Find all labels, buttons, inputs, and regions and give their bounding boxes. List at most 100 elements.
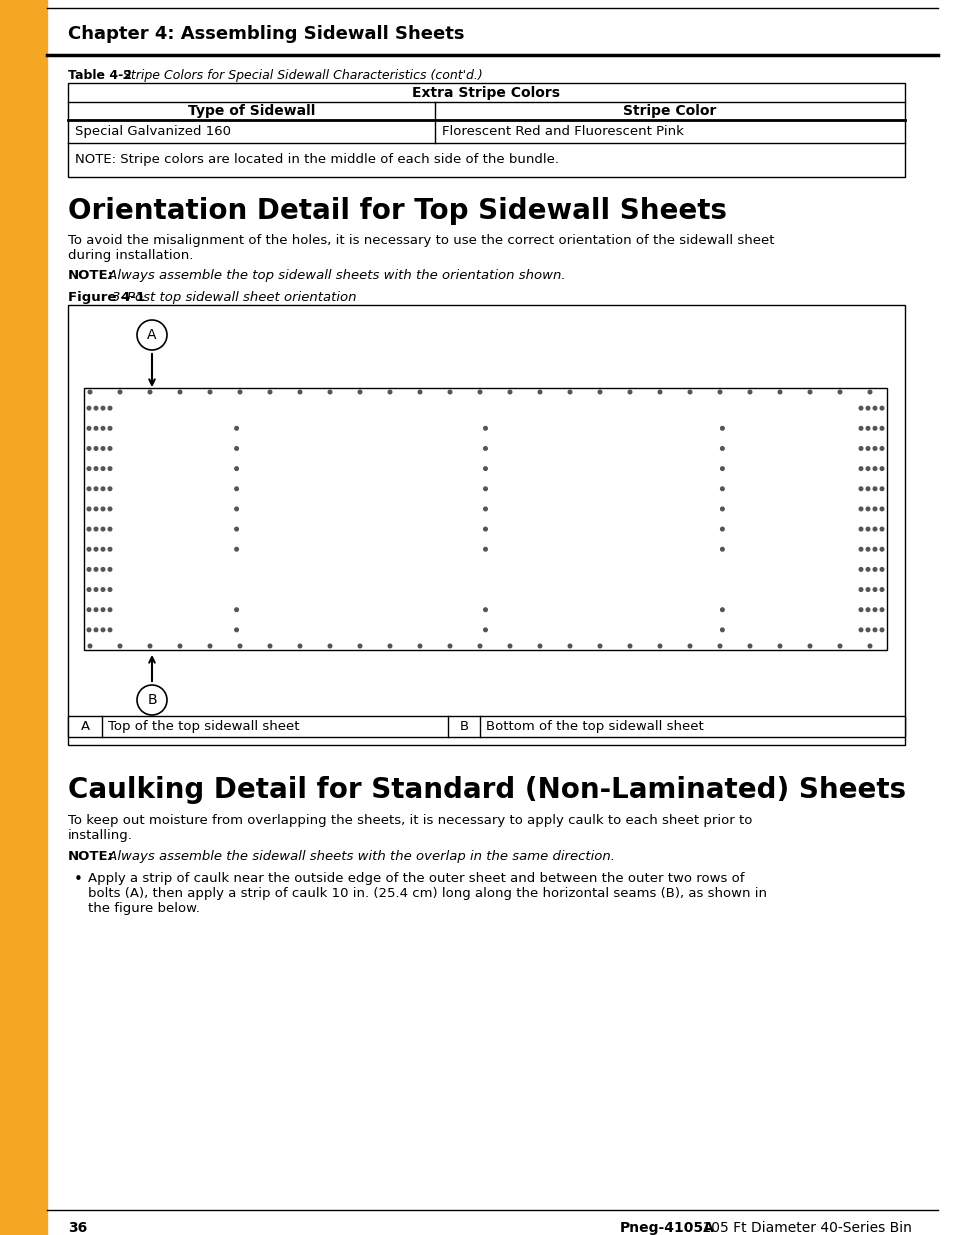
Circle shape — [88, 390, 91, 394]
Circle shape — [234, 608, 238, 611]
Circle shape — [477, 645, 481, 648]
Circle shape — [859, 568, 862, 571]
Circle shape — [94, 629, 98, 631]
Circle shape — [108, 527, 112, 531]
Circle shape — [865, 467, 869, 471]
Circle shape — [101, 447, 105, 451]
Circle shape — [483, 508, 487, 511]
Circle shape — [94, 588, 98, 592]
Circle shape — [238, 390, 241, 394]
Circle shape — [94, 608, 98, 611]
Circle shape — [234, 527, 238, 531]
Circle shape — [87, 527, 91, 531]
Circle shape — [859, 487, 862, 490]
Circle shape — [101, 568, 105, 571]
Circle shape — [108, 547, 112, 551]
Circle shape — [208, 645, 212, 648]
Circle shape — [357, 645, 361, 648]
Circle shape — [94, 508, 98, 511]
Circle shape — [148, 390, 152, 394]
Text: installing.: installing. — [68, 829, 132, 842]
Text: 105 Ft Diameter 40-Series Bin: 105 Ft Diameter 40-Series Bin — [698, 1221, 911, 1235]
Circle shape — [865, 426, 869, 430]
Circle shape — [87, 547, 91, 551]
Circle shape — [880, 588, 882, 592]
Circle shape — [720, 467, 723, 471]
Circle shape — [483, 547, 487, 551]
Circle shape — [108, 588, 112, 592]
Circle shape — [108, 447, 112, 451]
Text: 3–Post top sidewall sheet orientation: 3–Post top sidewall sheet orientation — [112, 291, 356, 304]
Circle shape — [108, 467, 112, 471]
Circle shape — [859, 467, 862, 471]
Circle shape — [872, 467, 876, 471]
Circle shape — [417, 390, 421, 394]
Circle shape — [483, 447, 487, 451]
Circle shape — [483, 608, 487, 611]
Circle shape — [388, 390, 392, 394]
Circle shape — [108, 406, 112, 410]
Circle shape — [448, 645, 452, 648]
Circle shape — [865, 588, 869, 592]
Circle shape — [859, 547, 862, 551]
Circle shape — [880, 547, 882, 551]
Circle shape — [718, 645, 721, 648]
Circle shape — [872, 447, 876, 451]
Circle shape — [328, 645, 332, 648]
Circle shape — [880, 447, 882, 451]
Bar — [0, 0, 47, 1235]
Circle shape — [508, 390, 511, 394]
Text: Stripe Color: Stripe Color — [622, 104, 716, 119]
Circle shape — [720, 527, 723, 531]
Circle shape — [872, 527, 876, 531]
Circle shape — [268, 390, 272, 394]
Circle shape — [627, 645, 631, 648]
Text: Apply a strip of caulk near the outside edge of the outer sheet and between the : Apply a strip of caulk near the outside … — [88, 872, 743, 885]
Circle shape — [859, 629, 862, 631]
Circle shape — [865, 447, 869, 451]
Circle shape — [687, 645, 691, 648]
Circle shape — [537, 390, 541, 394]
Circle shape — [865, 547, 869, 551]
Circle shape — [178, 645, 182, 648]
Circle shape — [720, 629, 723, 631]
Circle shape — [720, 508, 723, 511]
Circle shape — [859, 426, 862, 430]
Text: Top of the top sidewall sheet: Top of the top sidewall sheet — [108, 720, 299, 734]
Text: B: B — [459, 720, 468, 734]
Circle shape — [238, 645, 241, 648]
Circle shape — [720, 426, 723, 430]
Circle shape — [865, 406, 869, 410]
Circle shape — [658, 390, 661, 394]
Circle shape — [598, 390, 601, 394]
Circle shape — [483, 426, 487, 430]
Circle shape — [568, 645, 571, 648]
Circle shape — [872, 426, 876, 430]
Circle shape — [720, 547, 723, 551]
Circle shape — [87, 487, 91, 490]
Text: Type of Sidewall: Type of Sidewall — [188, 104, 314, 119]
Circle shape — [483, 487, 487, 490]
Text: NOTE: Stripe colors are located in the middle of each side of the bundle.: NOTE: Stripe colors are located in the m… — [75, 153, 558, 167]
Circle shape — [87, 447, 91, 451]
Text: To keep out moisture from overlapping the sheets, it is necessary to apply caulk: To keep out moisture from overlapping th… — [68, 814, 752, 827]
Text: Orientation Detail for Top Sidewall Sheets: Orientation Detail for Top Sidewall Shee… — [68, 198, 726, 225]
Bar — [84, 388, 886, 650]
Circle shape — [483, 527, 487, 531]
Circle shape — [859, 527, 862, 531]
Text: Bottom of the top sidewall sheet: Bottom of the top sidewall sheet — [485, 720, 703, 734]
Circle shape — [118, 390, 122, 394]
Text: 36: 36 — [68, 1221, 87, 1235]
Circle shape — [872, 547, 876, 551]
Circle shape — [687, 390, 691, 394]
Text: Stripe Colors for Special Sidewall Characteristics (cont'd.): Stripe Colors for Special Sidewall Chara… — [123, 69, 482, 82]
Circle shape — [108, 568, 112, 571]
Circle shape — [859, 608, 862, 611]
Circle shape — [94, 547, 98, 551]
Circle shape — [720, 447, 723, 451]
Circle shape — [108, 508, 112, 511]
Circle shape — [872, 629, 876, 631]
Text: Table 4-2: Table 4-2 — [68, 69, 136, 82]
Circle shape — [880, 608, 882, 611]
Text: NOTE:: NOTE: — [68, 269, 113, 282]
